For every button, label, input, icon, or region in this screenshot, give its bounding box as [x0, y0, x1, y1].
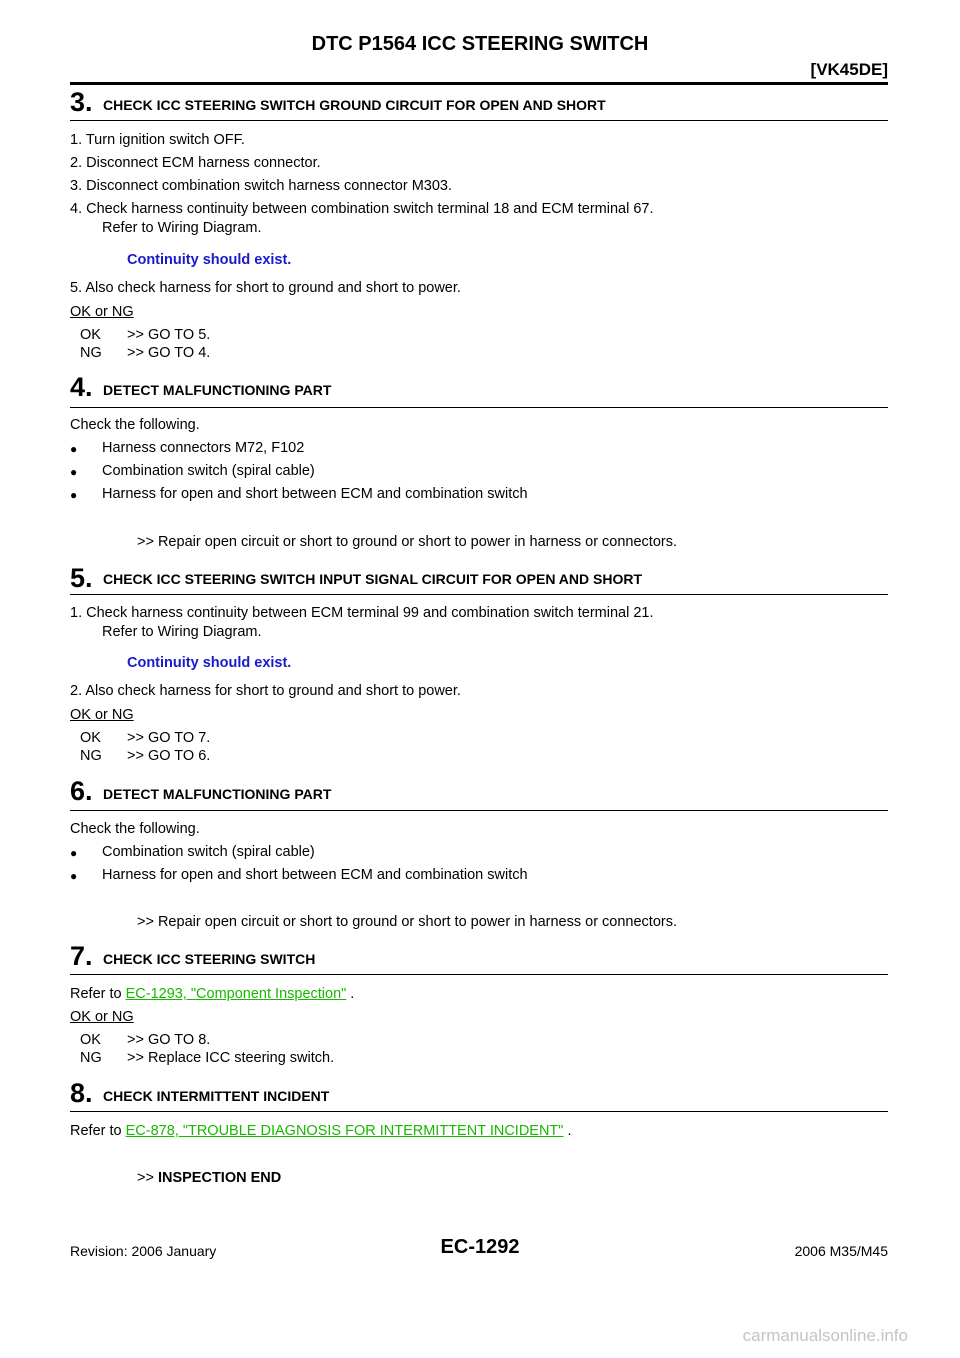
step-title: DETECT MALFUNCTIONING PART	[103, 382, 332, 398]
step-number: 8.	[70, 1078, 93, 1108]
engine-model-label: [VK45DE]	[810, 60, 888, 79]
procedure-item: 1. Check harness continuity between ECM …	[70, 605, 654, 621]
refer-suffix: .	[563, 1123, 572, 1139]
result-label: NG	[80, 345, 102, 361]
bullet-item: Harness connectors M72, F102	[102, 440, 305, 456]
result-text: >> GO TO 8.	[127, 1032, 211, 1048]
bullet-item: Combination switch (spiral cable)	[102, 463, 315, 479]
inspection-end: >> INSPECTION END	[137, 1170, 281, 1186]
step-number: 3.	[70, 87, 93, 117]
component-inspection-link[interactable]: EC-1293, "Component Inspection"	[125, 986, 347, 1002]
action-text: >> Repair open circuit or short to groun…	[137, 534, 678, 550]
result-text: >> GO TO 6.	[127, 748, 211, 764]
step-title: DETECT MALFUNCTIONING PART	[103, 786, 332, 802]
intro-text: Check the following.	[70, 821, 200, 837]
procedure-item: Refer to Wiring Diagram.	[102, 624, 262, 640]
step-rule	[70, 120, 888, 121]
header-rule	[70, 82, 888, 85]
intermittent-incident-link[interactable]: EC-878, "TROUBLE DIAGNOSIS FOR INTERMITT…	[125, 1123, 564, 1139]
page-number: EC-1292	[440, 1236, 520, 1258]
procedure-item: 3. Disconnect combination switch harness…	[70, 178, 453, 194]
step-rule	[70, 810, 888, 811]
bullet-item: Harness for open and short between ECM a…	[102, 486, 528, 502]
refer-suffix: .	[346, 986, 355, 1002]
step-rule	[70, 594, 888, 595]
bullet-icon: ●	[70, 465, 78, 479]
refer-prefix: Refer to	[70, 1123, 126, 1139]
procedure-item: 2. Also check harness for short to groun…	[70, 683, 461, 699]
step-title: CHECK ICC STEERING SWITCH	[103, 951, 316, 967]
bullet-icon: ●	[70, 869, 78, 883]
bullet-icon: ●	[70, 846, 78, 860]
bullet-icon: ●	[70, 442, 78, 456]
ok-or-ng-label: OK or NG	[70, 707, 134, 723]
result-label: OK	[80, 1032, 101, 1048]
watermark: carmanualsonline.info	[742, 1326, 908, 1345]
step-title: CHECK INTERMITTENT INCIDENT	[103, 1088, 330, 1104]
step-title: CHECK ICC STEERING SWITCH GROUND CIRCUIT…	[103, 97, 606, 113]
procedure-item: 5. Also check harness for short to groun…	[70, 280, 461, 296]
procedure-item: Refer to Wiring Diagram.	[102, 220, 262, 236]
result-text: >> Replace ICC steering switch.	[127, 1050, 335, 1066]
result-text: >> GO TO 7.	[127, 730, 211, 746]
result-label: OK	[80, 327, 101, 343]
step-number: 6.	[70, 776, 93, 806]
ok-or-ng-label: OK or NG	[70, 304, 134, 320]
bullet-item: Combination switch (spiral cable)	[102, 844, 315, 860]
step-rule	[70, 974, 888, 975]
procedure-item: 1. Turn ignition switch OFF.	[70, 132, 245, 148]
procedure-item: 2. Disconnect ECM harness connector.	[70, 155, 321, 171]
end-prefix: >>	[137, 1170, 158, 1186]
refer-prefix: Refer to	[70, 986, 126, 1002]
page-title: DTC P1564 ICC STEERING SWITCH	[311, 33, 649, 55]
end-text: INSPECTION END	[157, 1170, 282, 1186]
result-label: OK	[80, 730, 101, 746]
footer-model: 2006 M35/M45	[794, 1243, 888, 1259]
bullet-icon: ●	[70, 488, 78, 502]
result-text: >> GO TO 4.	[127, 345, 211, 361]
result-text: >> GO TO 5.	[127, 327, 211, 343]
step-number: 4.	[70, 372, 93, 402]
spec-text: Continuity should exist.	[127, 252, 292, 268]
spec-text: Continuity should exist.	[127, 655, 292, 671]
result-label: NG	[80, 1050, 102, 1066]
ok-or-ng-label: OK or NG	[70, 1009, 134, 1025]
step-rule	[70, 407, 888, 408]
action-text: >> Repair open circuit or short to groun…	[137, 914, 678, 930]
step-rule	[70, 1111, 888, 1112]
intro-text: Check the following.	[70, 417, 200, 433]
result-label: NG	[80, 748, 102, 764]
refer-line: Refer to EC-1293, "Component Inspection"…	[70, 986, 354, 1002]
refer-line: Refer to EC-878, "TROUBLE DIAGNOSIS FOR …	[70, 1123, 572, 1139]
revision-text: Revision: 2006 January	[70, 1243, 217, 1259]
step-title: CHECK ICC STEERING SWITCH INPUT SIGNAL C…	[103, 571, 643, 587]
bullet-item: Harness for open and short between ECM a…	[102, 867, 528, 883]
step-number: 5.	[70, 563, 93, 593]
step-number: 7.	[70, 941, 93, 971]
procedure-item: 4. Check harness continuity between comb…	[70, 201, 654, 217]
